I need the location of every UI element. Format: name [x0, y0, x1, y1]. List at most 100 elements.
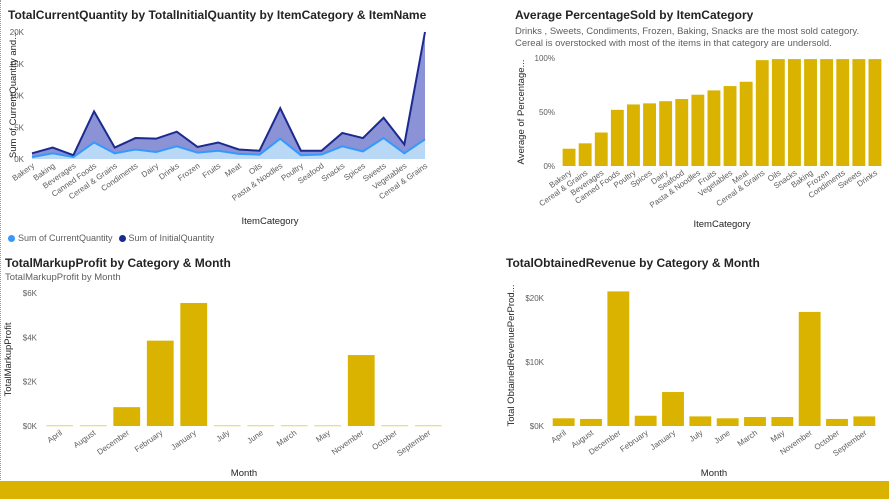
series-line-initial [31, 31, 426, 157]
x-tick-label: February [618, 428, 649, 454]
y-tick-label: $0K [530, 422, 545, 431]
legend-dot-icon [8, 235, 15, 243]
x-tick-label: August [72, 428, 98, 450]
x-tick-label: March [275, 428, 298, 448]
x-tick-label: July [688, 428, 705, 444]
quantity-area-chart: 0K5K10K15K20KBakeryBakingBeveragesCanned… [8, 28, 429, 227]
chart-subtitle: Drinks , Sweets, Condiments, Frozen, Bak… [515, 26, 860, 49]
chart-title: TotalObtainedRevenue by Category & Month [506, 256, 760, 270]
bar [716, 418, 739, 426]
bar [739, 81, 753, 166]
bar [662, 392, 684, 426]
bar [771, 59, 785, 166]
y-axis-label: Sum of CurrentQuantity and... [8, 32, 19, 158]
y-tick-label: 0% [543, 162, 555, 171]
bar [314, 425, 342, 427]
x-tick-label: March [736, 428, 759, 448]
bar [788, 59, 801, 166]
x-tick-label: November [330, 428, 366, 457]
bar [552, 418, 575, 426]
markup-profit-chart-panel[interactable]: TotalMarkupProfit by Category & Month To… [0, 250, 450, 480]
y-tick-label: 15K [10, 60, 25, 69]
x-tick-label: February [133, 428, 164, 454]
bar [852, 59, 866, 166]
y-tick-label: 50% [539, 108, 555, 117]
y-tick-label: $4K [23, 333, 38, 342]
bar [578, 143, 592, 166]
bar [853, 416, 876, 426]
x-axis-label: Month [231, 468, 257, 479]
y-axis-label: TotalMarkupProfit [3, 322, 14, 396]
x-tick-label: Meat [223, 161, 243, 179]
bar [675, 99, 689, 166]
x-tick-label: Bakery [11, 161, 37, 183]
bar [691, 94, 705, 166]
bar [627, 104, 640, 166]
x-tick-label: October [370, 428, 399, 452]
y-tick-label: 5K [14, 123, 24, 132]
y-tick-label: 10K [10, 92, 25, 101]
x-tick-label: July [215, 428, 232, 444]
quantity-area-chart-panel[interactable]: TotalCurrentQuantity by TotalInitialQuan… [0, 0, 440, 250]
bar [580, 418, 602, 426]
x-tick-label: Fruits [201, 161, 223, 180]
area-fill-current [32, 138, 425, 159]
bar [607, 291, 630, 426]
percentage-sold-chart-panel[interactable]: Average PercentageSold by ItemCategory D… [505, 0, 889, 250]
y-axis-label: Total ObtainedRevenuePerProd... [506, 284, 517, 426]
chart-title: TotalCurrentQuantity by TotalInitialQuan… [8, 8, 427, 22]
bar [347, 355, 375, 426]
legend-item-initial[interactable]: Sum of InitialQuantity [118, 233, 215, 243]
x-tick-label: April [550, 428, 568, 445]
legend-label: Sum of InitialQuantity [128, 233, 215, 243]
y-tick-label: $6K [23, 289, 38, 298]
y-tick-label: 0K [14, 155, 24, 164]
x-tick-label: January [649, 428, 677, 452]
bar [280, 425, 308, 427]
bar [643, 103, 656, 166]
x-tick-label: May [314, 428, 332, 444]
legend-dot-icon [118, 235, 126, 243]
legend-label: Sum of CurrentQuantity [18, 233, 113, 243]
bar [755, 60, 769, 166]
y-tick-label: 100% [535, 54, 555, 63]
left-edge-divider [0, 0, 3, 480]
x-tick-label: Frozen [176, 161, 202, 183]
chart-title: Average PercentageSold by ItemCategory [515, 8, 754, 22]
chart-legend: Sum of CurrentQuantity Sum of InitialQua… [8, 233, 214, 243]
x-tick-label: September [395, 428, 432, 458]
x-tick-label: June [712, 428, 732, 446]
bar [868, 59, 882, 166]
x-tick-label: June [246, 428, 266, 446]
y-axis-label: Average of Percentage... [516, 60, 527, 165]
bar [180, 302, 208, 426]
bar [689, 416, 712, 426]
bar [46, 425, 74, 427]
x-axis-label: ItemCategory [241, 216, 298, 227]
bar [820, 59, 834, 166]
bar [804, 59, 817, 166]
y-tick-label: $2K [23, 378, 38, 387]
legend-item-current[interactable]: Sum of CurrentQuantity [8, 233, 113, 243]
bar [723, 86, 737, 166]
bar [562, 148, 576, 166]
bar [634, 415, 657, 426]
x-tick-label: January [169, 428, 197, 452]
bar [146, 340, 174, 426]
x-axis-label: Month [701, 468, 727, 479]
bar [798, 311, 821, 426]
x-tick-label: May [769, 428, 787, 444]
series-line-current [31, 136, 426, 159]
bar [213, 425, 241, 427]
chart-title: TotalMarkupProfit by Category & Month [5, 256, 231, 270]
y-tick-label: 20K [10, 28, 25, 37]
obtained-revenue-chart-panel[interactable]: TotalObtainedRevenue by Category & Month… [500, 250, 889, 480]
y-tick-label: $0K [23, 422, 38, 431]
bar [594, 132, 608, 166]
bar [744, 417, 766, 426]
bar [113, 407, 141, 426]
bar [79, 425, 107, 427]
bar [707, 90, 721, 166]
